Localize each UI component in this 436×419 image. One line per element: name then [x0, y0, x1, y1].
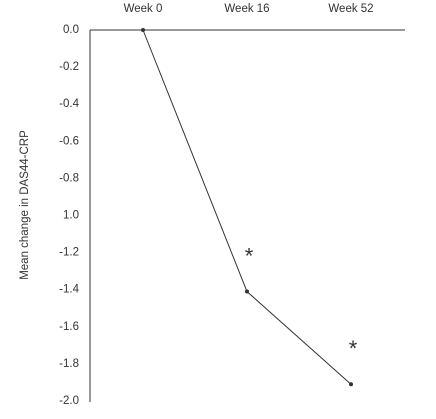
y-tick-label: -1.4 [59, 284, 79, 296]
y-tick-label: 1.0 [63, 210, 79, 222]
y-tick-label: -0.6 [59, 135, 79, 147]
point [141, 28, 145, 32]
y-tick-label: -1.2 [59, 247, 79, 259]
y-tick-label: 0.0 [63, 24, 79, 36]
x-tick-label: Week 52 [328, 3, 373, 15]
x-tick-label: Week 16 [224, 3, 269, 15]
point [245, 289, 249, 294]
line [142, 29, 352, 385]
point [349, 382, 353, 387]
y-tick-label: -2.0 [59, 395, 79, 407]
x-tick-label: Week 0 [124, 3, 163, 15]
annotation: * [349, 336, 358, 361]
y-tick-label: -0.8 [59, 172, 79, 184]
y-tick-label: -1.6 [59, 321, 79, 333]
annotation: * [245, 243, 254, 268]
y-tick-label: -1.8 [59, 358, 79, 370]
y-tick-label: -0.4 [59, 98, 79, 110]
y-tick-label: -0.2 [59, 61, 79, 73]
y-axis-label: Mean change in DAS44-CRP [19, 130, 31, 280]
